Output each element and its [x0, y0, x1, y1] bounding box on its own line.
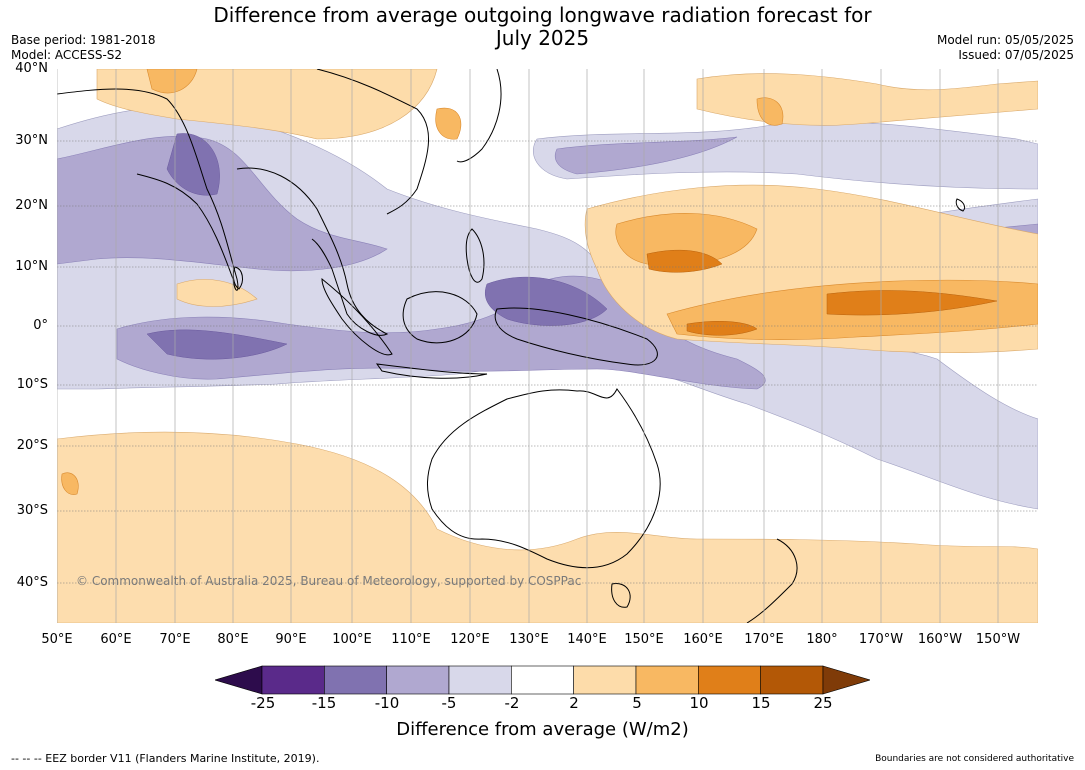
colorbar-tick: -2	[504, 694, 520, 712]
lat-label-40s: 40°S	[16, 575, 48, 590]
base-period: Base period: 1981-2018	[11, 33, 156, 47]
lat-label-20n: 20°N	[15, 198, 48, 213]
lon-label-100e: 100°E	[332, 632, 372, 647]
colorbar-tick: 15	[751, 694, 771, 712]
map-title: Difference from average outgoing longwav…	[0, 4, 1085, 50]
lat-label-10s: 10°S	[16, 377, 48, 392]
copyright-notice: © Commonwealth of Australia 2025, Bureau…	[76, 574, 582, 588]
colorbar-tick: 2	[569, 694, 579, 712]
lat-label-10n: 10°N	[15, 259, 48, 274]
colorbar-arrow-low	[215, 665, 263, 695]
lon-label-80e: 80°E	[217, 632, 249, 647]
colorbar-swatch	[386, 665, 450, 695]
lat-label-30s: 30°S	[16, 503, 48, 518]
lon-label-70e: 70°E	[159, 632, 191, 647]
colorbar-swatch	[324, 665, 387, 695]
olr-anomaly-map	[57, 69, 1038, 623]
lon-label-140e: 140°E	[567, 632, 607, 647]
model-name: Model: ACCESS-S2	[11, 48, 123, 62]
lat-label-0: 0°	[33, 318, 48, 333]
colorbar	[215, 665, 870, 695]
lon-label-120e: 120°E	[450, 632, 490, 647]
issued-date: Issued: 07/05/2025	[958, 48, 1074, 62]
map-canvas	[57, 69, 1038, 623]
colorbar-tick: -10	[374, 694, 400, 712]
colorbar-tick: 25	[813, 694, 833, 712]
colorbar-swatch	[511, 665, 574, 695]
colorbar-swatch	[448, 665, 512, 695]
model-run: Model run: 05/05/2025	[936, 33, 1074, 47]
title-line-1: Difference from average outgoing longwav…	[213, 3, 872, 27]
lon-label-160w: 160°W	[917, 632, 963, 647]
lon-label-150w: 150°W	[975, 632, 1021, 647]
colorbar-tick: -15	[311, 694, 337, 712]
lon-label-90e: 90°E	[275, 632, 307, 647]
colorbar-swatch	[261, 665, 325, 695]
lon-label-150e: 150°E	[624, 632, 664, 647]
colorbar-tick: 10	[689, 694, 709, 712]
lon-label-180: 180°	[806, 632, 838, 647]
colorbar-swatch	[573, 665, 637, 695]
lon-label-160e: 160°E	[683, 632, 723, 647]
colorbar-label: Difference from average (W/m2)	[396, 719, 689, 740]
meta-right: Model run: 05/05/2025 Issued: 07/05/2025	[937, 33, 1074, 63]
title-line-2: July 2025	[495, 26, 590, 50]
colorbar-tick: -25	[250, 694, 276, 712]
lon-label-170w: 170°W	[858, 632, 904, 647]
lon-label-130e: 130°E	[509, 632, 549, 647]
lon-label-60e: 60°E	[100, 632, 132, 647]
lon-label-170e: 170°E	[744, 632, 784, 647]
anomaly-dark-purple-fill	[146, 133, 608, 360]
lat-label-20s: 20°S	[16, 438, 48, 453]
colorbar-tick: -5	[441, 694, 457, 712]
lat-label-40n: 40°N	[15, 61, 48, 76]
lon-label-110e: 110°E	[391, 632, 431, 647]
colorbar-swatch	[760, 665, 824, 695]
lon-label-50e: 50°E	[41, 632, 73, 647]
eez-note: -- -- -- EEZ border V11 (Flanders Marine…	[11, 752, 320, 765]
colorbar-tick: 5	[632, 694, 642, 712]
lat-label-30n: 30°N	[15, 133, 48, 148]
meta-left: Base period: 1981-2018 Model: ACCESS-S2	[11, 33, 156, 63]
colorbar-arrow-high	[822, 665, 870, 695]
colorbar-swatch	[698, 665, 761, 695]
colorbar-swatch	[635, 665, 699, 695]
boundaries-disclaimer: Boundaries are not considered authoritat…	[875, 754, 1074, 764]
longitude-gridlines	[57, 69, 999, 623]
